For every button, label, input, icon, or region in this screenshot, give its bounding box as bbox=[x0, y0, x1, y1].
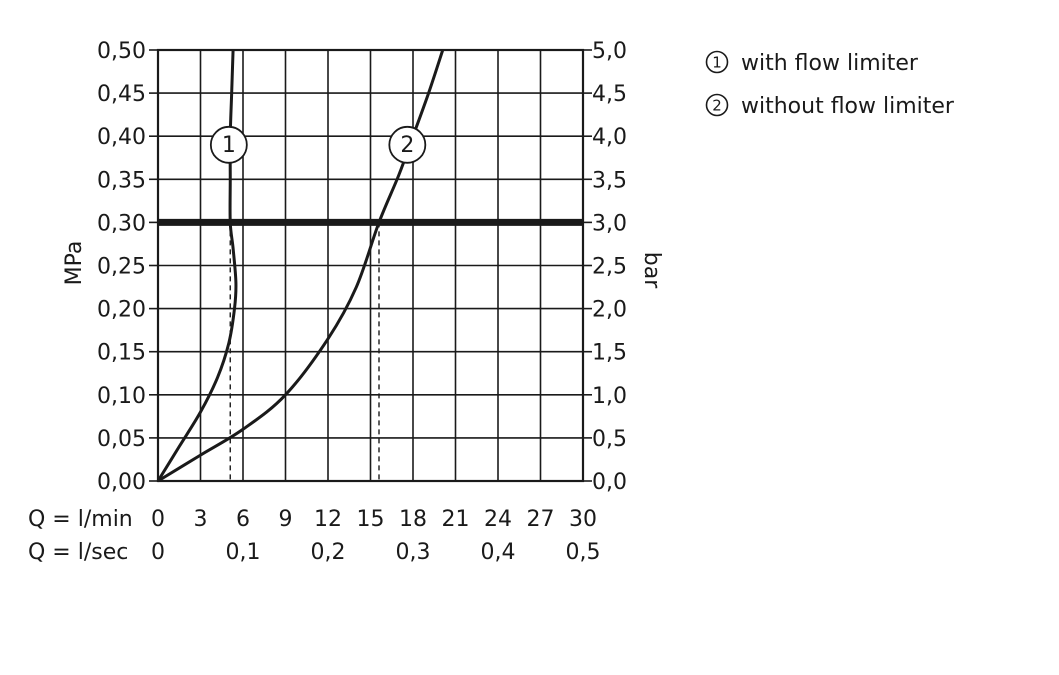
x-primary-tick-label: 9 bbox=[279, 507, 293, 532]
x-primary-tick-label: 6 bbox=[236, 507, 250, 532]
y-right-tick-label: 2,0 bbox=[592, 298, 627, 323]
y-left-tick-label: 0,20 bbox=[97, 298, 146, 323]
legend-label: without flow limiter bbox=[741, 94, 955, 119]
y-right-tick-label: 4,0 bbox=[592, 125, 627, 150]
x-primary-tick-label: 30 bbox=[569, 507, 597, 532]
y-right-tick-label: 4,5 bbox=[592, 82, 627, 107]
x-primary-tick-label: 12 bbox=[314, 507, 342, 532]
x-secondary-tick-label: 0,1 bbox=[226, 540, 261, 565]
y-right-tick-label: 0,0 bbox=[592, 470, 627, 495]
series-marker-circle-2 bbox=[388, 125, 427, 164]
y-left-tick-label: 0,05 bbox=[97, 427, 146, 452]
plot-frame bbox=[156, 48, 585, 483]
x-primary-tick-label: 24 bbox=[484, 507, 512, 532]
x-primary-tick-label: 0 bbox=[151, 507, 165, 532]
x-secondary-tick-label: 0,4 bbox=[481, 540, 516, 565]
legend-symbol-circle bbox=[705, 93, 729, 117]
y-left-tick-label: 0,00 bbox=[97, 470, 146, 495]
y-left-tick-label: 0,40 bbox=[97, 125, 146, 150]
series-marker-circle-1 bbox=[209, 125, 248, 164]
y-right-tick-label: 3,0 bbox=[592, 211, 627, 236]
y-left-tick-label: 0,25 bbox=[97, 255, 146, 280]
legend-symbol-text: 1 bbox=[712, 54, 722, 72]
y-left-tick-label: 0,15 bbox=[97, 341, 146, 366]
x-secondary-tick-label: 0,2 bbox=[311, 540, 346, 565]
series-marker-label-1: 1 bbox=[222, 133, 236, 158]
x-secondary-tick-label: 0 bbox=[151, 540, 165, 565]
y-left-tick-label: 0,35 bbox=[97, 168, 146, 193]
grid bbox=[158, 50, 583, 481]
y-right-tick-label: 1,0 bbox=[592, 384, 627, 409]
legend-symbol-text: 2 bbox=[712, 97, 722, 115]
y-right-tick-label: 0,5 bbox=[592, 427, 627, 452]
x-secondary-axis-title: Q = l/sec bbox=[28, 540, 128, 565]
x-primary-tick-label: 15 bbox=[357, 507, 385, 532]
legend-item-2: 2 without flow limiter bbox=[705, 93, 955, 119]
legend-label: with flow limiter bbox=[741, 51, 919, 76]
x-primary-tick-label: 18 bbox=[399, 507, 427, 532]
legend-symbol-circle bbox=[705, 50, 729, 74]
y-right-tick-label: 1,5 bbox=[592, 341, 627, 366]
legend-item-1: 1 with flow limiter bbox=[705, 50, 919, 76]
x-secondary-tick-label: 0,3 bbox=[396, 540, 431, 565]
y-left-tick-label: 0,45 bbox=[97, 82, 146, 107]
x-primary-tick-label: 3 bbox=[194, 507, 208, 532]
y-left-tick-label: 0,10 bbox=[97, 384, 146, 409]
y-right-tick-label: 5,0 bbox=[592, 39, 627, 64]
y-left-axis-title: MPa bbox=[62, 241, 87, 286]
x-primary-tick-label: 27 bbox=[527, 507, 555, 532]
y-left-tick-label: 0,50 bbox=[97, 39, 146, 64]
legend: 1 with flow limiter 2 without flow limit… bbox=[705, 50, 955, 119]
series-line-2 bbox=[157, 49, 445, 483]
axes: 0 3 6 9 12 15 18 21 24 27 300 0,1 0,2 0,3 0,4 0,50,00 0,… bbox=[97, 39, 627, 565]
series-marker-label-2: 2 bbox=[400, 133, 414, 158]
x-secondary-tick-label: 0,5 bbox=[566, 540, 601, 565]
x-primary-tick-label: 21 bbox=[442, 507, 470, 532]
y-right-axis-title: bar bbox=[639, 252, 664, 289]
y-left-tick-label: 0,30 bbox=[97, 211, 146, 236]
y-right-tick-label: 3,5 bbox=[592, 168, 627, 193]
x-primary-axis-title: Q = l/min bbox=[28, 507, 133, 532]
y-right-tick-label: 2,5 bbox=[592, 255, 627, 280]
